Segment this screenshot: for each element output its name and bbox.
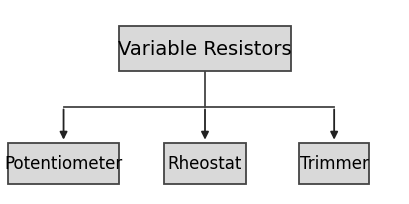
FancyBboxPatch shape: [164, 143, 245, 184]
Text: Variable Resistors: Variable Resistors: [118, 40, 291, 58]
FancyBboxPatch shape: [119, 27, 290, 71]
Text: Trimmer: Trimmer: [299, 154, 368, 172]
FancyBboxPatch shape: [299, 143, 368, 184]
FancyBboxPatch shape: [8, 143, 119, 184]
Text: Rheostat: Rheostat: [167, 154, 242, 172]
Text: Potentiometer: Potentiometer: [4, 154, 122, 172]
